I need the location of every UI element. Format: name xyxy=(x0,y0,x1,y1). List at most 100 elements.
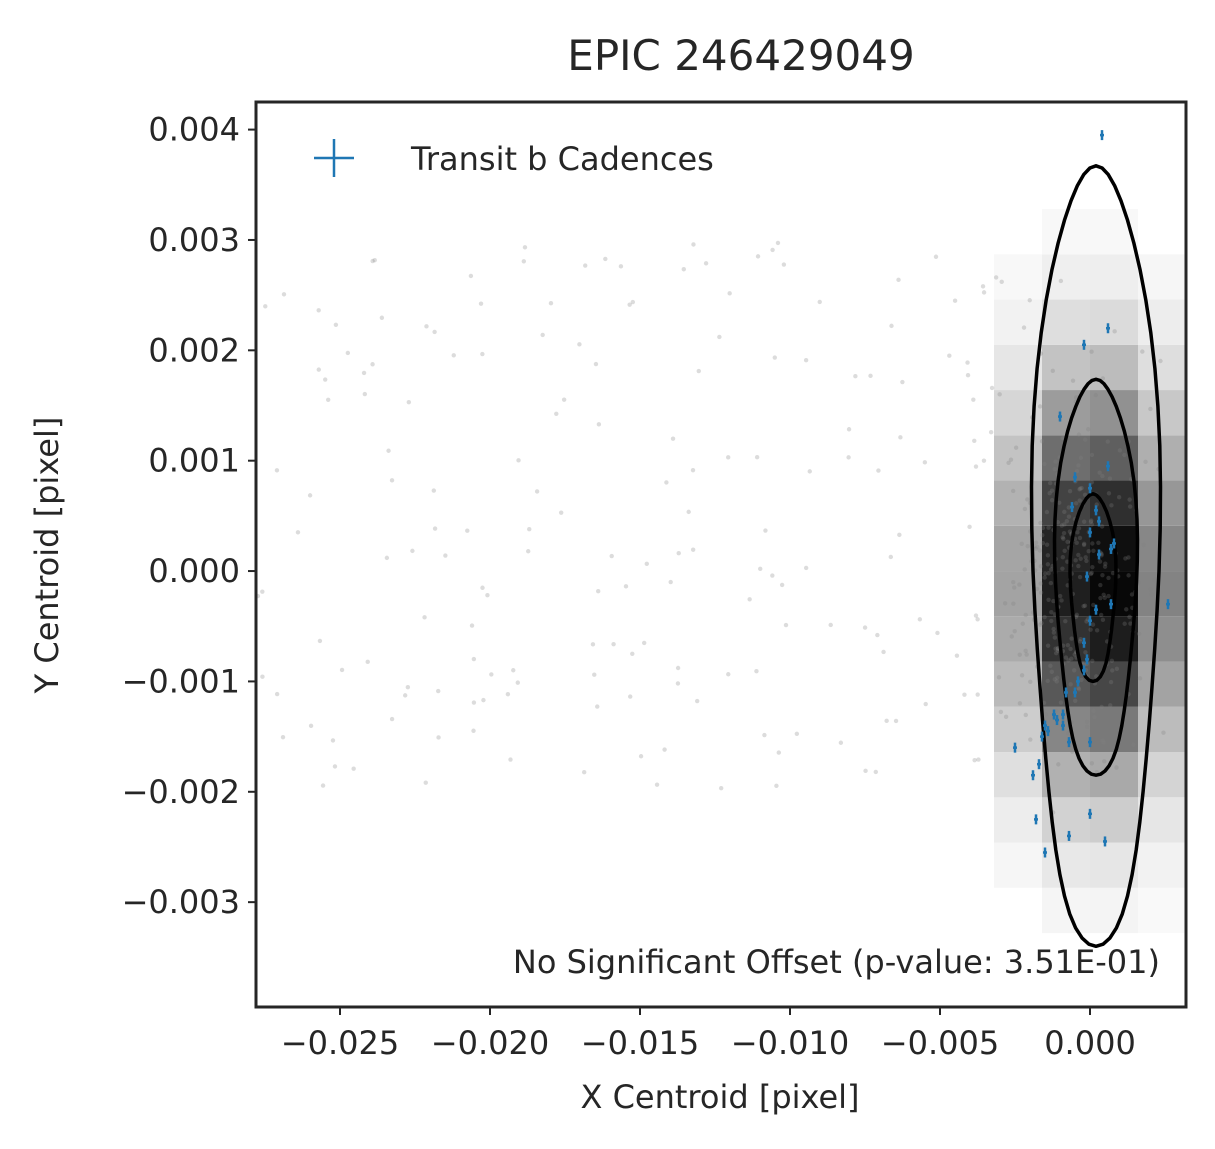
legend-marker-cross xyxy=(314,139,354,177)
transit-point xyxy=(1082,637,1086,648)
background-point xyxy=(1073,614,1079,620)
background-point xyxy=(1048,663,1053,668)
background-point xyxy=(1100,617,1106,623)
heatmap-cell xyxy=(1138,344,1186,391)
heatmap-cell xyxy=(1090,797,1138,843)
background-point xyxy=(675,681,681,686)
background-point xyxy=(1061,536,1066,541)
background-point xyxy=(1072,652,1077,657)
background-point xyxy=(1069,636,1074,641)
chart-title: EPIC 246429049 xyxy=(567,31,914,80)
background-point xyxy=(1090,564,1095,570)
background-point xyxy=(1077,498,1082,503)
background-point xyxy=(1076,432,1082,437)
background-point xyxy=(1055,520,1061,525)
background-point xyxy=(1097,559,1103,564)
background-point xyxy=(1065,642,1071,648)
background-point xyxy=(384,555,390,561)
background-point xyxy=(1114,666,1120,672)
heatmap-cell xyxy=(1042,616,1090,662)
background-point xyxy=(628,694,633,699)
background-point xyxy=(1109,658,1115,663)
background-point xyxy=(1051,626,1056,632)
background-point xyxy=(922,460,928,465)
heatmap-cell xyxy=(1186,390,1215,435)
background-point xyxy=(779,582,785,588)
transit-point xyxy=(1043,720,1047,731)
background-point xyxy=(1101,740,1106,745)
background-point xyxy=(1051,598,1056,604)
heatmap-cell xyxy=(1090,344,1138,391)
background-point xyxy=(1086,427,1091,432)
background-point xyxy=(1089,761,1095,766)
background-point xyxy=(1039,620,1044,626)
transit-point xyxy=(1088,808,1092,819)
background-point xyxy=(1049,498,1055,503)
background-point xyxy=(436,688,441,694)
background-point xyxy=(330,738,336,743)
background-point xyxy=(896,277,901,283)
heatmap-cell xyxy=(994,299,1042,345)
background-point xyxy=(965,372,971,378)
background-point xyxy=(1023,712,1028,718)
background-point xyxy=(1098,595,1103,601)
background-point xyxy=(1100,473,1105,479)
background-point xyxy=(1078,639,1083,644)
background-point xyxy=(1046,571,1051,576)
background-point xyxy=(1079,485,1084,491)
background-point xyxy=(1077,487,1082,492)
background-point xyxy=(611,641,616,647)
background-point xyxy=(1123,556,1128,561)
plot-frame xyxy=(254,100,1188,1009)
background-point xyxy=(1107,476,1113,481)
y-axis-label: Y Centroid [pixel] xyxy=(28,417,66,695)
transit-point xyxy=(1094,604,1098,615)
background-point xyxy=(770,247,775,253)
background-point xyxy=(1097,470,1102,475)
background-point xyxy=(897,532,902,538)
background-point xyxy=(362,391,368,397)
transit-point xyxy=(1166,599,1170,610)
background-point xyxy=(1070,749,1075,754)
background-point xyxy=(972,757,977,763)
transit-point xyxy=(1070,502,1074,513)
background-point xyxy=(1028,679,1033,685)
heatmap-cell xyxy=(1138,661,1186,707)
transit-point xyxy=(1037,759,1041,770)
background-point xyxy=(758,566,763,572)
heatmap-cell xyxy=(1090,706,1138,753)
transit-point xyxy=(1109,543,1113,554)
background-point xyxy=(1094,628,1100,633)
background-point xyxy=(1148,587,1153,592)
background-point xyxy=(972,438,977,443)
background-point xyxy=(1064,518,1070,524)
transit-point xyxy=(1013,742,1017,753)
background-point xyxy=(803,358,809,363)
contour-line xyxy=(1068,492,1118,684)
background-point xyxy=(263,304,268,309)
background-point xyxy=(1091,548,1096,554)
background-point xyxy=(1098,612,1104,618)
background-point xyxy=(935,630,940,636)
background-point xyxy=(876,468,881,473)
background-point xyxy=(962,692,967,697)
background-point xyxy=(307,493,313,498)
background-point xyxy=(725,455,731,460)
background-point xyxy=(1062,509,1067,515)
background-point xyxy=(1047,491,1052,496)
background-point xyxy=(754,668,759,674)
background-point xyxy=(988,429,994,435)
background-point xyxy=(1082,437,1088,442)
background-point xyxy=(1023,612,1028,618)
background-point xyxy=(676,551,681,556)
heatmap-cell xyxy=(994,254,1042,300)
transit-point xyxy=(1052,709,1056,720)
background-point xyxy=(717,334,722,340)
background-point xyxy=(1045,562,1051,567)
x-tick-label: −0.025 xyxy=(281,1024,399,1062)
background-point xyxy=(471,700,477,705)
heatmap-cell xyxy=(1138,887,1186,934)
background-point xyxy=(1052,677,1057,682)
heatmap-cell xyxy=(1186,752,1215,797)
background-point xyxy=(881,649,886,655)
